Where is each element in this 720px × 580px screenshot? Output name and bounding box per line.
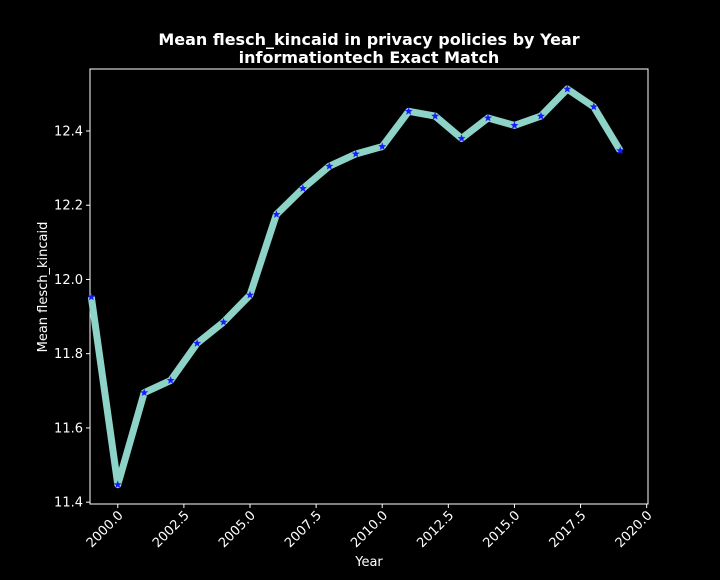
y-tick-label: 12.4: [54, 124, 83, 139]
y-tick-label: 12.0: [54, 273, 83, 288]
data-point-marker: [87, 292, 96, 301]
plot-frame: [89, 68, 649, 505]
chart-title: Mean flesch_kincaid in privacy policies …: [158, 30, 579, 49]
x-tick-label: 2002.5: [150, 508, 193, 551]
data-point-marker: [616, 146, 625, 155]
y-tick-label: 12.2: [54, 199, 83, 214]
data-point-marker: [404, 107, 413, 115]
data-point-marker: [325, 162, 334, 170]
x-tick-label: 2015.0: [480, 508, 523, 551]
data-point-marker: [510, 121, 519, 129]
data-point-marker: [536, 111, 545, 120]
data-point-marker: [272, 210, 281, 218]
data-point-marker: [378, 142, 387, 150]
data-point-marker: [298, 184, 307, 192]
x-tick-label: 2017.5: [547, 508, 590, 551]
data-point-marker: [351, 149, 360, 158]
data-point-marker: [219, 317, 228, 326]
data-point-marker: [140, 388, 149, 397]
y-axis-label: Mean flesch_kincaid: [36, 222, 51, 353]
x-axis-label: Year: [354, 555, 383, 570]
y-tick-label: 11.4: [54, 496, 83, 511]
data-point-marker: [166, 376, 175, 384]
x-tick-label: 2020.0: [613, 508, 656, 551]
y-tick-label: 11.8: [54, 347, 83, 362]
data-point-marker: [484, 113, 492, 122]
x-tick-label: 2010.0: [348, 508, 391, 551]
data-point-marker: [246, 290, 254, 299]
x-tick-label: 2012.5: [414, 508, 457, 551]
x-tick-label: 2000.0: [84, 508, 127, 551]
series-line: [87, 85, 624, 489]
x-tick-label: 2005.0: [216, 508, 259, 551]
data-point-marker: [589, 102, 598, 111]
y-tick-label: 11.6: [54, 421, 83, 436]
data-point-marker: [457, 134, 466, 142]
data-point-marker: [113, 480, 122, 489]
plot-area: 11.4 11.6 11.8 12.0 12.2 12.4 2000.0 2002.5 2005…: [54, 68, 656, 551]
data-point-marker: [193, 339, 202, 347]
data-point-marker: [563, 84, 572, 93]
chart-subtitle: informationtech Exact Match: [239, 48, 500, 67]
x-tick-label: 2007.5: [282, 508, 325, 551]
data-point-marker: [431, 111, 440, 120]
